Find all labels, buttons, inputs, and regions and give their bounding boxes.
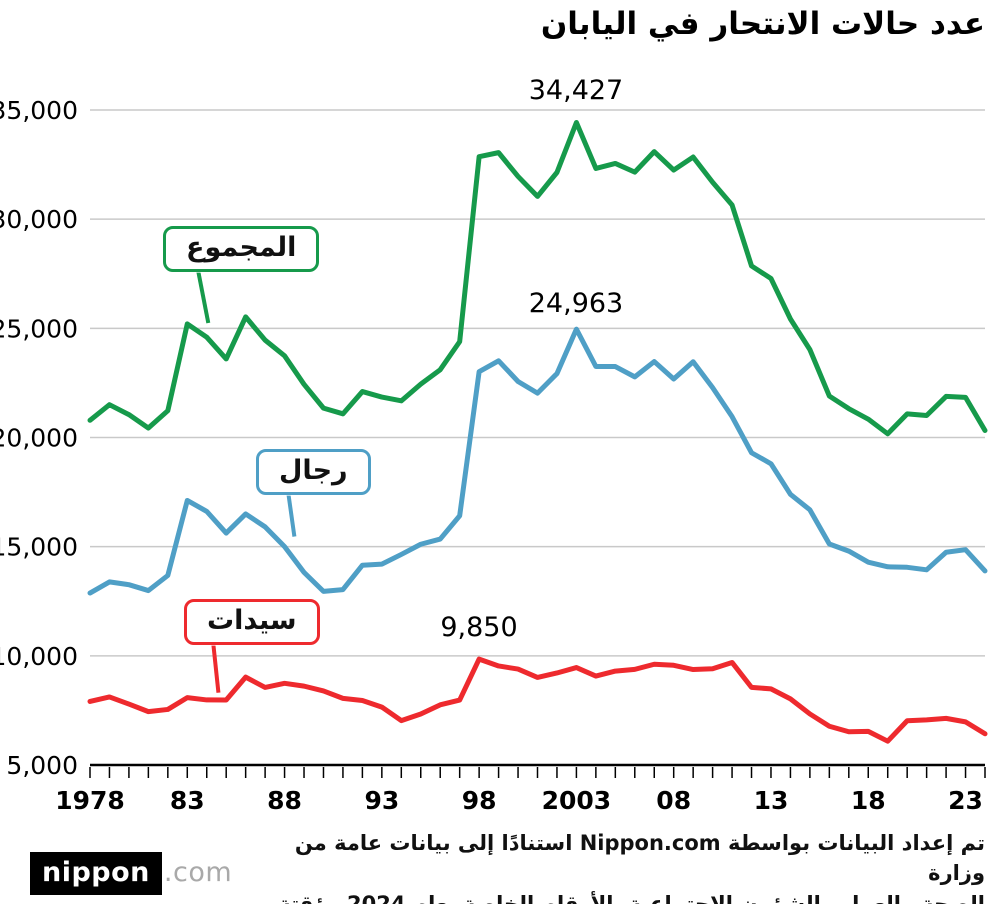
svg-text:13: 13	[754, 786, 789, 812]
series-label-men: رجال	[256, 449, 371, 495]
source-note-line2: الصحة والعمل والشؤون الاجتماعية. الأرقام…	[270, 891, 986, 904]
svg-text:98: 98	[462, 786, 497, 812]
svg-text:88: 88	[267, 786, 302, 812]
svg-text:93: 93	[364, 786, 399, 812]
svg-text:25,000: 25,000	[0, 314, 78, 343]
annotation-total-peak: 34,427	[528, 75, 624, 106]
svg-text:5,000: 5,000	[6, 751, 78, 780]
svg-text:10,000: 10,000	[0, 642, 78, 671]
svg-text:83: 83	[170, 786, 205, 812]
svg-text:2003: 2003	[542, 786, 612, 812]
svg-text:20,000: 20,000	[0, 424, 78, 453]
series-label-total: المجموع	[163, 226, 320, 272]
source-note-line1: تم إعداد البيانات بواسطة Nippon.com استن…	[294, 831, 985, 886]
source-note: تم إعداد البيانات بواسطة Nippon.com استن…	[265, 828, 986, 904]
svg-text:15,000: 15,000	[0, 533, 78, 562]
chart-title: عدد حالات الانتحار في اليابان	[540, 6, 985, 42]
annotation-men-peak: 24,963	[528, 288, 624, 319]
series-label-women: سيدات	[184, 599, 320, 645]
svg-text:23: 23	[948, 786, 983, 812]
svg-text:18: 18	[851, 786, 886, 812]
annotation-women-peak: 9,850	[440, 612, 518, 643]
svg-text:1978: 1978	[55, 786, 125, 812]
svg-text:35,000: 35,000	[0, 96, 78, 125]
nippon-logo-suffix: .com	[163, 857, 233, 888]
svg-text:30,000: 30,000	[0, 205, 78, 234]
nippon-logo: nippon .com	[30, 852, 232, 895]
suicide-line-chart: 5,000 10,000 15,000 20,000 25,000 30,000 35,00…	[0, 96, 988, 812]
nippon-logo-primary: nippon	[30, 852, 162, 895]
svg-text:08: 08	[656, 786, 691, 812]
